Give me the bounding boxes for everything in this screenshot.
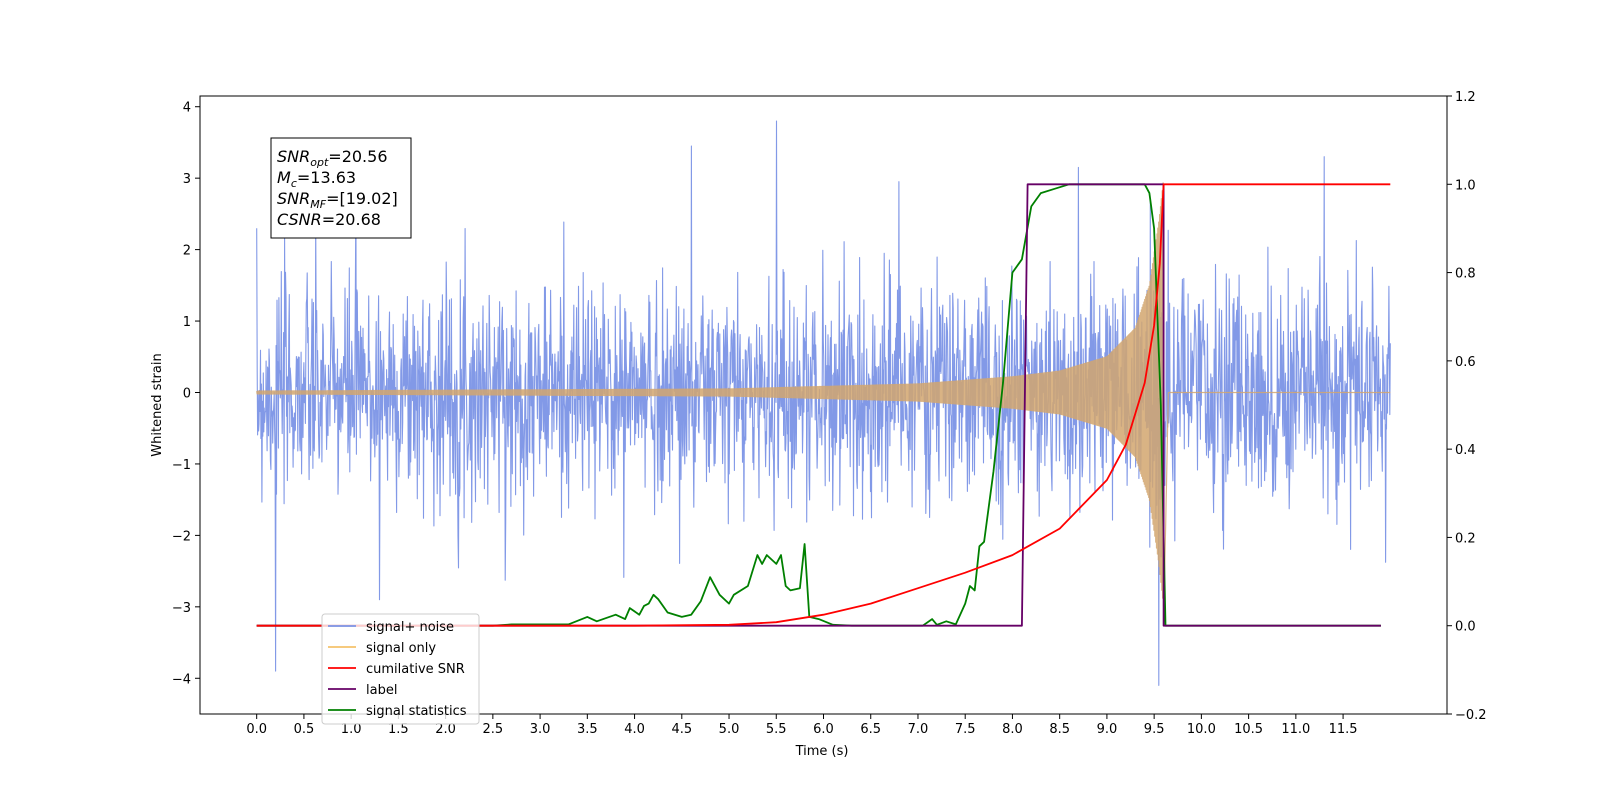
x-tick-label: 1.0 [341,722,362,737]
info-line: SNRopt=20.56 [277,147,388,169]
y2-tick-label: 0.4 [1455,443,1476,458]
info-line-value: =13.63 [297,168,356,187]
info-line-value: =20.68 [322,210,381,229]
legend: signal+ noise signal only cumilative SNR la… [321,613,480,725]
x-tick-label: 10.5 [1234,722,1263,737]
y-tick-label: 2 [183,244,191,259]
x-axis: 0.0 0.5 1.0 1.5 2.0 2.5 3.0 3.5 4.0 4.5 5.0 5.5 6.0 6… [246,714,1358,737]
x-tick-label: 2.5 [483,722,504,737]
y-tick-label: −3 [172,601,191,616]
x-tick-label: 0.5 [294,722,315,737]
info-line: SNRMF=[19.02] [277,189,398,211]
info-box: SNRopt=20.56Mc=13.63SNRMF=[19.02]CSNR=20… [270,137,412,239]
y2-tick-label: 0.2 [1455,531,1476,546]
x-tick-label: 6.0 [813,722,834,737]
info-line-label: SNR [277,147,310,166]
info-line-label: CSNR [277,210,322,229]
x-tick-label: 3.0 [530,722,551,737]
x-tick-label: 11.5 [1329,722,1358,737]
legend-label: signal+ noise [366,620,454,635]
y-tick-label: −4 [172,672,191,687]
x-tick-label: 9.0 [1097,722,1118,737]
signal-noise-series [256,120,1391,686]
x-tick-label: 7.0 [908,722,929,737]
y2-tick-label: 0.8 [1455,267,1476,282]
legend-label: signal only [366,641,436,656]
y-axis-label: Whitened strain [150,353,165,456]
x-tick-label: 8.0 [1002,722,1023,737]
x-tick-label: 3.5 [577,722,598,737]
x-tick-label: 4.0 [624,722,645,737]
x-tick-label: 2.0 [435,722,456,737]
x-tick-label: 0.0 [246,722,267,737]
info-line-subscript: c [291,177,297,190]
y-tick-label: −2 [172,529,191,544]
info-line: CSNR=20.68 [277,210,381,229]
y2-tick-label: 0.0 [1455,620,1476,635]
info-line-subscript: MF [310,198,326,211]
x-tick-label: 11.0 [1281,722,1310,737]
info-line-value: =20.56 [328,147,387,166]
y-tick-label: 3 [183,172,191,187]
info-line-label: SNR [277,189,310,208]
signal-only-line [256,182,1391,612]
y-tick-label: 1 [183,315,191,330]
y-tick-label: −1 [172,458,191,473]
info-line-label: M [277,168,291,187]
y2-tick-label: −0.2 [1455,708,1487,723]
x-tick-label: 5.0 [719,722,740,737]
legend-label: label [366,683,397,698]
legend-label: cumilative SNR [366,662,465,677]
x-tick-label: 1.5 [388,722,409,737]
y-axis: 4 3 2 1 0 −1 −2 −3 −4 [172,101,200,687]
x-tick-label: 10.0 [1187,722,1216,737]
y2-tick-label: 1.0 [1455,178,1476,193]
y2-axis: 1.2 1.0 0.8 0.6 0.4 0.2 0.0 −0.2 [1447,90,1487,723]
y-tick-label: 4 [183,101,191,116]
x-tick-label: 4.5 [671,722,692,737]
x-axis-label: Time (s) [795,744,849,759]
y2-tick-label: 1.2 [1455,90,1476,105]
y2-tick-label: 0.6 [1455,355,1476,370]
right-axis-series [256,183,1391,627]
series-line-cumilative-snr [256,183,1391,627]
info-line: Mc=13.63 [277,168,356,190]
signal-only-series [256,182,1391,612]
series-line-signal-statistics [256,183,1381,627]
x-tick-label: 5.5 [766,722,787,737]
legend-frame [321,613,480,725]
signal-noise-line [256,120,1391,686]
x-tick-label: 8.5 [1049,722,1070,737]
y-tick-label: 0 [183,386,191,401]
x-tick-label: 6.5 [860,722,881,737]
info-box-frame [270,137,412,239]
x-tick-label: 9.5 [1144,722,1165,737]
info-line-subscript: opt [310,156,329,169]
info-line-value: =[19.02] [326,189,398,208]
legend-label: signal statistics [366,704,467,719]
series-line-label [256,183,1381,627]
x-tick-label: 7.5 [955,722,976,737]
